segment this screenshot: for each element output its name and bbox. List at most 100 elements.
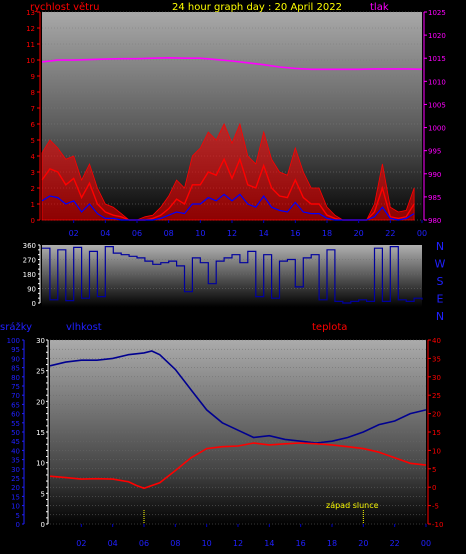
rain-y-tick-label: 25 [11, 475, 20, 483]
temp-y-tick-label: -5 [432, 503, 439, 511]
wind-axis-label: rychlost větru [30, 1, 100, 13]
pressure-y-tick-label: 980 [428, 217, 441, 225]
wind-x-tick-label: 14 [259, 229, 269, 238]
humidity-axis-label: vlhkost [66, 322, 102, 333]
rain-y-tick-label: 95 [11, 346, 20, 354]
wind-x-tick-label: 16 [290, 229, 300, 238]
wind-y-tick-label: 6 [31, 121, 36, 129]
rain-y-tick-label: 20 [11, 484, 20, 492]
rain-y-tick-label: 35 [11, 457, 20, 465]
climate-x-tick-label: 08 [170, 539, 180, 548]
chart-title: 24 hour graph day : 20 April 2022 [172, 2, 342, 13]
pressure-y-tick-label: 985 [428, 194, 441, 202]
climate-x-tick-label: 02 [76, 539, 86, 548]
humidity-y-tick-label: 10 [36, 460, 45, 468]
climate-x-tick-label: 06 [139, 539, 149, 548]
humidity-y-tick-label: 15 [36, 429, 45, 437]
rain-y-tick-label: 0 [16, 521, 20, 529]
wind-x-tick-label: 08 [164, 229, 174, 238]
temp-y-tick-label: 5 [432, 466, 436, 474]
direction-y-tick-label: 90 [27, 286, 36, 294]
climate-x-tick-label: 22 [390, 539, 400, 548]
temp-axis-label: teplota [312, 322, 347, 333]
wind-y-tick-label: 7 [31, 105, 35, 113]
wind-average-line [41, 193, 415, 221]
wind-y-tick-label: 2 [31, 185, 35, 193]
climate-x-tick-label: 12 [233, 539, 243, 548]
climate-panel-background [50, 340, 426, 526]
climate-x-tick-label: 14 [264, 539, 274, 548]
wind-y-tick-label: 1 [31, 201, 35, 209]
wind-x-tick-label: 22 [385, 229, 395, 238]
temp-y-tick-label: 35 [432, 355, 441, 363]
wind-y-tick-label: 8 [31, 89, 35, 97]
wind-y-tick-label: 4 [31, 153, 36, 161]
rain-y-tick-label: 45 [11, 438, 20, 446]
wind-x-tick-label: 20 [354, 229, 364, 238]
humidity-y-tick-label: 30 [36, 337, 45, 345]
pressure-line [41, 56, 423, 71]
wind-x-tick-label: 04 [100, 229, 110, 238]
rain-y-tick-label: 5 [16, 512, 20, 520]
rain-y-tick-label: 100 [7, 337, 20, 345]
compass-label: N [436, 310, 444, 323]
wind-y-tick-label: 3 [31, 169, 35, 177]
wind-x-tick-label: 06 [132, 229, 142, 238]
temp-y-tick-label: 25 [432, 392, 441, 400]
humidity-y-tick-label: 20 [36, 398, 45, 406]
wind-y-tick-label: 5 [31, 137, 35, 145]
wind-y-tick-label: 12 [26, 25, 35, 33]
wind-x-tick-label: 00 [417, 229, 427, 238]
pressure-y-tick-label: 1025 [428, 9, 446, 17]
rain-y-tick-label: 70 [11, 392, 20, 400]
wind-y-tick-label: 11 [26, 41, 35, 49]
wind-x-tick-label: 12 [227, 229, 237, 238]
pressure-y-tick-label: 995 [428, 148, 441, 156]
compass-label: E [437, 293, 444, 306]
temp-y-tick-label: -10 [432, 521, 443, 529]
temp-y-tick-label: 30 [432, 374, 441, 382]
direction-y-tick-label: 180 [23, 271, 36, 279]
compass-label: S [437, 275, 444, 288]
rain-y-tick-label: 40 [11, 447, 20, 455]
rain-y-tick-label: 55 [11, 420, 20, 428]
climate-x-tick-label: 00 [421, 539, 431, 548]
temp-y-tick-label: 15 [432, 429, 441, 437]
climate-x-tick-label: 18 [327, 539, 337, 548]
wind-x-tick-label: 10 [195, 229, 205, 238]
rain-axis-label: srážky [0, 321, 32, 333]
data-layer [41, 56, 427, 524]
pressure-y-tick-label: 990 [428, 171, 441, 179]
wind-y-tick-label: 13 [26, 9, 35, 17]
temperature-line [49, 442, 427, 490]
compass-label: W [435, 258, 446, 271]
wind-x-tick-label: 18 [322, 229, 332, 238]
rain-y-tick-label: 30 [11, 466, 20, 474]
wind-direction-line [42, 246, 423, 304]
climate-x-tick-label: 20 [358, 539, 368, 548]
compass-label: N [436, 240, 444, 253]
direction-y-tick-label: 0 [32, 300, 36, 308]
rain-y-tick-label: 50 [11, 429, 20, 437]
humidity-line [49, 350, 427, 444]
direction-y-tick-label: 360 [23, 242, 36, 250]
temp-y-tick-label: 20 [432, 411, 441, 419]
direction-y-tick-label: 270 [23, 257, 36, 265]
humidity-y-tick-label: 5 [41, 490, 45, 498]
rain-y-tick-label: 60 [11, 411, 20, 419]
pressure-y-tick-label: 1005 [428, 101, 446, 109]
temp-y-tick-label: 0 [432, 484, 436, 492]
rain-y-tick-label: 65 [11, 401, 20, 409]
rain-y-tick-label: 90 [11, 355, 20, 363]
pressure-axis-label: tlak [370, 2, 389, 13]
gust-area [41, 122, 415, 221]
humidity-y-tick-label: 0 [41, 521, 45, 529]
rain-y-tick-label: 80 [11, 374, 20, 382]
wind-y-tick-label: 0 [31, 217, 35, 225]
pressure-y-tick-label: 1020 [428, 32, 446, 40]
temp-y-tick-label: 10 [432, 447, 441, 455]
climate-x-tick-label: 16 [296, 539, 306, 548]
wind-y-tick-label: 10 [26, 57, 35, 65]
rain-y-tick-label: 85 [11, 365, 20, 373]
